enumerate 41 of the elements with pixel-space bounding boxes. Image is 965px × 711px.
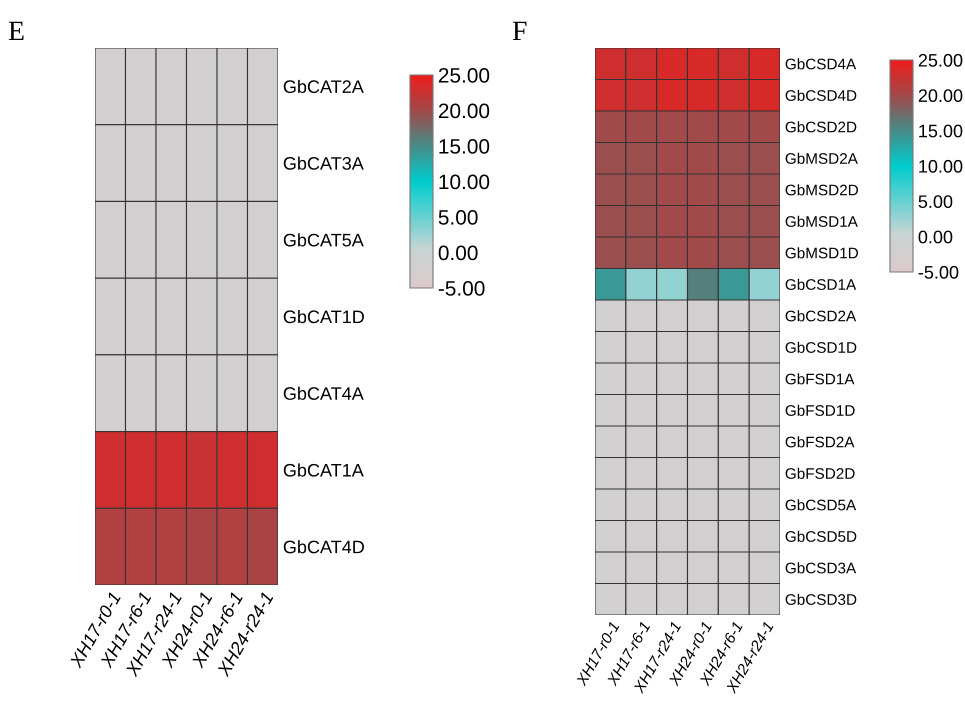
y-tick-label: GbMSD2A — [786, 152, 858, 164]
y-tick-label: GbMSD1A — [786, 216, 858, 227]
chart-title: E — [8, 22, 24, 40]
color-bar-label: 0.00 — [438, 246, 478, 260]
y-tick-label: GbCAT4D — [284, 540, 364, 554]
y-tick-label: GbCSD3A — [786, 562, 856, 574]
y-tick-label: GbCSD2D — [786, 121, 856, 132]
y-tick-label: GbCAT2A — [284, 80, 364, 94]
y-tick-label: GbCSD4D — [786, 90, 856, 101]
y-tick-label: GbCAT1A — [284, 463, 364, 477]
color-bar-label: 20.00 — [918, 89, 962, 102]
y-tick-label: GbFSD1D — [786, 404, 855, 416]
color-bar-label: 10.00 — [439, 174, 490, 190]
color-bar-label: 15.00 — [919, 124, 962, 138]
y-tick-label: GbMSD2D — [786, 184, 858, 196]
y-tick-label: GbFSD1A — [786, 373, 854, 384]
y-tick-label: GbCAT5A — [284, 233, 364, 247]
y-tick-label: GbCSD2A — [786, 310, 856, 322]
y-tick-label: GbCSD5D — [786, 530, 856, 542]
color-bar-label: 0.00 — [918, 230, 952, 244]
color-bar-label: 15.00 — [439, 139, 490, 154]
y-tick-label: GbCAT1D — [284, 310, 364, 324]
y-tick-label: GbMSD1D — [786, 247, 858, 258]
y-tick-label: GbFSD2A — [786, 436, 854, 448]
color-bar-label: 10.00 — [919, 160, 962, 173]
color-bar-label: 25.00 — [438, 68, 490, 83]
y-tick-label: GbCSD1D — [786, 342, 856, 353]
color-bar-label: -5.00 — [438, 281, 485, 296]
y-tick-label: GbCSD4A — [786, 58, 856, 70]
y-tick-label: GbCSD1A — [786, 278, 856, 290]
color-bar-label: 5.00 — [918, 195, 952, 208]
y-tick-label: GbFSD2D — [786, 468, 855, 479]
y-tick-label: GbCSD3D — [786, 594, 856, 605]
color-bar-label: 20.00 — [438, 104, 490, 118]
y-tick-label: GbCSD5A — [786, 499, 856, 510]
y-tick-label: GbCAT4A — [284, 386, 364, 400]
chart-title: F — [512, 22, 526, 40]
y-tick-label: GbCAT3A — [284, 156, 364, 170]
color-bar-label: -5.00 — [918, 266, 958, 279]
color-bar-label: 5.00 — [438, 210, 478, 225]
color-bar-label: 25.00 — [918, 54, 962, 67]
